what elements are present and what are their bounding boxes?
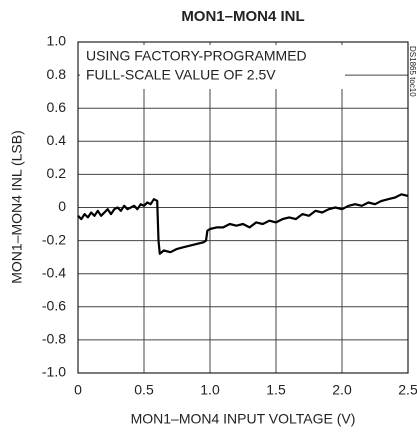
y-tick-label: 0 (58, 198, 66, 214)
y-tick-label: 0.8 (47, 66, 67, 82)
y-tick-label: 1.0 (47, 33, 67, 49)
x-tick-label: 1.5 (266, 382, 286, 398)
y-tick-label: 0.2 (47, 165, 67, 181)
y-tick-label: 0.6 (47, 99, 67, 115)
plot-frame (77, 41, 409, 374)
y-tick-label: -1.0 (42, 364, 66, 380)
y-axis-label: MON1–MON4 INL (LSB) (9, 130, 25, 284)
y-tick-label: -0.8 (42, 331, 66, 347)
chart-title: MON1–MON4 INL (181, 8, 304, 25)
annotation: FULL-SCALE VALUE OF 2.5V (86, 67, 276, 83)
y-tick-label: 0.4 (47, 132, 67, 148)
annotation-box (80, 45, 345, 89)
y-tick-label: -0.6 (42, 298, 66, 314)
x-tick-label: 2.5 (398, 382, 417, 398)
y-tick-label: -0.4 (42, 264, 66, 280)
x-axis-label: MON1–MON4 INPUT VOLTAGE (V) (131, 411, 356, 427)
x-tick-label: 0.5 (134, 382, 154, 398)
annotation: USING FACTORY-PROGRAMMED (86, 48, 307, 64)
x-tick-label: 1.0 (200, 382, 220, 398)
data-line (77, 193, 409, 255)
x-tick-label: 0 (74, 382, 82, 398)
x-tick-label: 2.0 (332, 382, 352, 398)
side-note: DS1865 toc10 (408, 46, 417, 97)
y-tick-label: -0.2 (42, 231, 66, 247)
